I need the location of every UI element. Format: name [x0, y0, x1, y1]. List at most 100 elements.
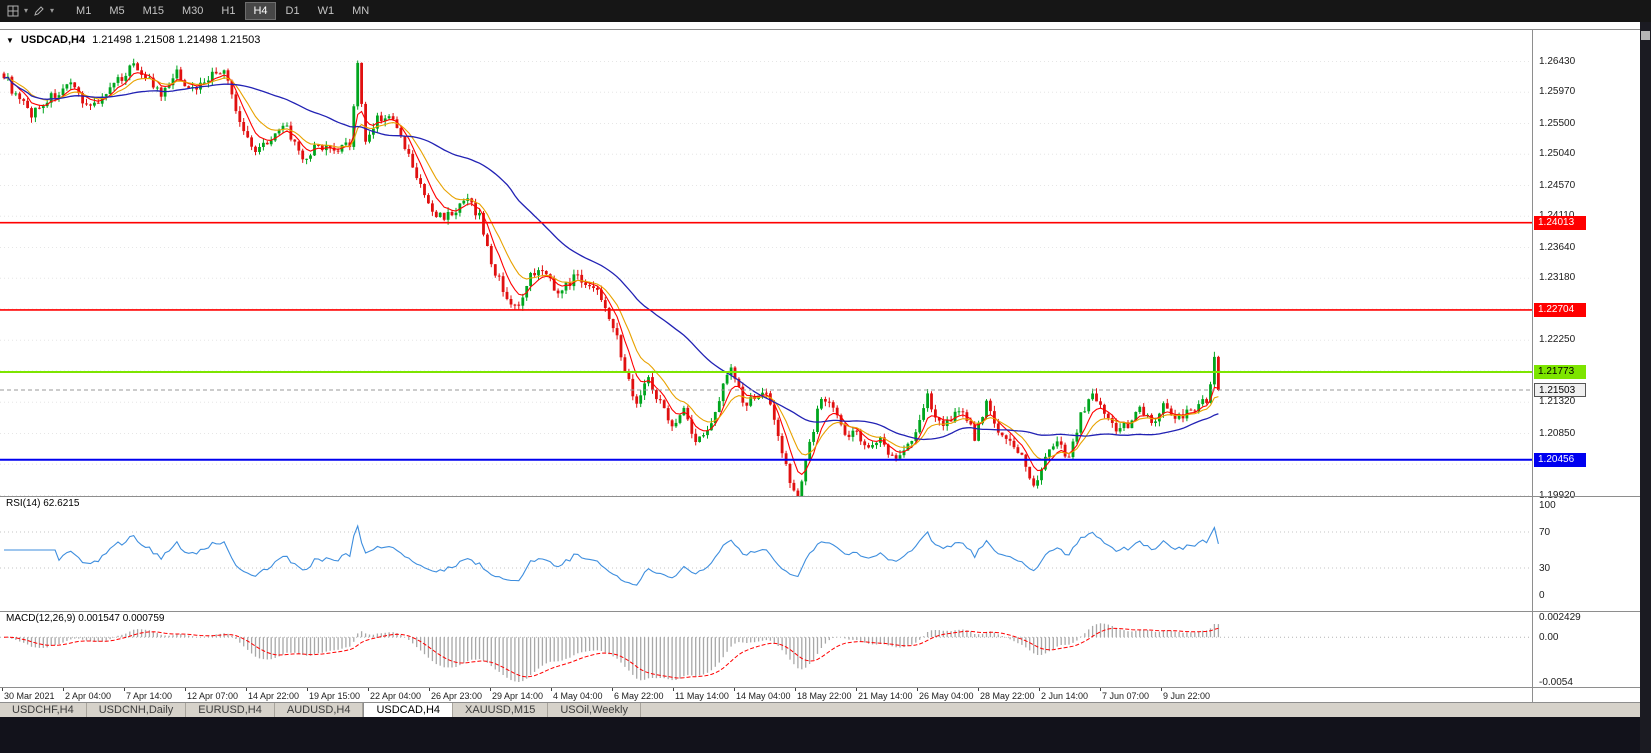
moving-averages-layer	[3, 72, 1219, 476]
chart-grid-icon[interactable]	[5, 3, 21, 19]
time-tick-label: 19 Apr 15:00	[309, 691, 361, 701]
horizontal-level-lines[interactable]	[0, 221, 1532, 461]
time-tick-label: 22 Apr 04:00	[370, 691, 422, 701]
time-tick-label: 9 Jun 22:00	[1163, 691, 1211, 701]
macd-tick-label: -0.0054	[1539, 676, 1573, 688]
time-tick-label: 14 May 04:00	[736, 691, 791, 701]
status-strip	[0, 717, 1651, 753]
timeframe-m5-button[interactable]: M5	[109, 5, 125, 17]
time-tick	[1039, 688, 1040, 691]
price-tick-label: 1.25500	[1539, 117, 1576, 129]
time-tick	[124, 688, 125, 691]
timeframe-w1-button[interactable]: W1	[317, 5, 335, 17]
tab-usdchf-h4[interactable]: USDCHF,H4	[0, 703, 87, 717]
macd-signal-line	[3, 627, 1219, 679]
tab-usdcad-h4[interactable]: USDCAD,H4	[363, 703, 454, 717]
chevron-down-icon[interactable]: ▾	[24, 6, 29, 15]
tab-xauusd-m15[interactable]: XAUUSD,M15	[453, 703, 549, 717]
scrollbar-thumb[interactable]	[1641, 31, 1650, 40]
timeframe-m30-button[interactable]: M30	[182, 5, 204, 17]
price-tick-label: 1.25970	[1539, 86, 1576, 98]
time-tick	[673, 688, 674, 691]
macd-histogram	[7, 623, 1220, 682]
time-tick-label: 30 Mar 2021	[4, 691, 55, 701]
rsi-tick-label: 30	[1539, 563, 1551, 574]
time-tick	[856, 688, 857, 691]
macd-tick-label: 0.002429	[1539, 612, 1581, 623]
panel-separator[interactable]	[0, 496, 1640, 497]
time-tick	[63, 688, 64, 691]
time-tick-label: 11 May 14:00	[675, 691, 729, 701]
time-tick-label: 7 Jun 07:00	[1102, 691, 1150, 701]
time-tick-label: 4 May 04:00	[553, 691, 603, 701]
chart-title: ▼ USDCAD,H4 1.21498 1.21508 1.21498 1.21…	[6, 34, 260, 46]
price-tick-label: 1.26430	[1539, 55, 1576, 67]
level-price-badge: 1.24013	[1534, 215, 1586, 230]
time-tick	[795, 688, 796, 691]
time-tick	[978, 688, 979, 691]
level-price-badge: 1.20456	[1534, 452, 1586, 467]
timeframe-toolbar: ▾ ▾ M1 M5 M15 M30 H1 H4 D1 W1 MN	[0, 0, 1651, 22]
price-tick-label: 1.23180	[1539, 272, 1576, 284]
price-tick-label: 1.21320	[1539, 396, 1576, 408]
time-tick-label: 2 Apr 04:00	[65, 691, 112, 701]
time-tick-label: 29 Apr 14:00	[492, 691, 544, 701]
time-tick-label: 2 Jun 14:00	[1041, 691, 1089, 701]
time-tick	[1100, 688, 1101, 691]
rsi-tick-label: 100	[1539, 500, 1556, 511]
current-price-badge: 1.21503	[1534, 383, 1586, 397]
rsi-panel[interactable]	[0, 497, 1532, 611]
time-tick-label: 12 Apr 07:00	[187, 691, 239, 701]
window-scrollbar[interactable]	[1640, 22, 1651, 753]
time-tick-label: 21 May 14:00	[858, 691, 913, 701]
price-scale[interactable]: 1.264301.259701.255001.250401.245701.241…	[1532, 30, 1640, 702]
time-tick-label: 18 May 22:00	[797, 691, 852, 701]
panel-separator[interactable]	[0, 611, 1640, 612]
timeframe-m15-button[interactable]: M15	[142, 5, 164, 17]
timeframe-h4-button[interactable]: H4	[245, 2, 276, 20]
rsi-indicator-label: RSI(14) 62.6215	[4, 498, 82, 509]
tab-usoil-weekly[interactable]: USOil,Weekly	[548, 703, 641, 717]
macd-panel[interactable]	[0, 612, 1532, 687]
time-tick	[734, 688, 735, 691]
chevron-down-icon[interactable]: ▾	[50, 6, 55, 15]
time-tick	[490, 688, 491, 691]
tab-audusd-h4[interactable]: AUDUSD,H4	[275, 703, 364, 717]
price-tick-label: 1.20850	[1539, 427, 1576, 439]
time-tick	[246, 688, 247, 691]
macd-indicator-label: MACD(12,26,9) 0.001547 0.000759	[4, 613, 167, 624]
time-tick	[2, 688, 3, 691]
panel-separator	[0, 687, 1640, 688]
rsi-tick-label: 0	[1539, 590, 1545, 601]
tab-usdcnh-daily[interactable]: USDCNH,Daily	[87, 703, 187, 717]
level-price-badge: 1.21773	[1534, 365, 1586, 379]
time-tick-label: 26 Apr 23:00	[431, 691, 483, 701]
timeframe-h1-button[interactable]: H1	[221, 5, 236, 17]
chart-symbol-period: USDCAD,H4	[20, 34, 86, 46]
time-tick-label: 7 Apr 14:00	[126, 691, 173, 701]
grid-lines	[0, 61, 1532, 496]
macd-tick-label: 0.00	[1539, 632, 1559, 644]
price-tick-label: 1.24570	[1539, 179, 1576, 191]
time-tick	[612, 688, 613, 691]
toolbar-icon-group: ▾ ▾	[5, 3, 54, 19]
price-tick-label: 1.25040	[1539, 148, 1576, 160]
draw-tool-icon[interactable]	[31, 3, 47, 19]
time-tick	[368, 688, 369, 691]
time-tick	[917, 688, 918, 691]
timeframe-buttons: M1 M5 M15 M30 H1 H4 D1 W1 MN	[68, 2, 379, 20]
price-tick-label: 1.23640	[1539, 241, 1576, 253]
time-tick-label: 6 May 22:00	[614, 691, 664, 701]
time-tick	[551, 688, 552, 691]
timeframe-mn-button[interactable]: MN	[352, 5, 370, 17]
timeframe-m1-button[interactable]: M1	[76, 5, 92, 17]
time-tick	[307, 688, 308, 691]
price-tick-label: 1.19920	[1539, 490, 1575, 502]
tab-eurusd-h4[interactable]: EURUSD,H4	[186, 703, 275, 717]
timeframe-d1-button[interactable]: D1	[285, 5, 300, 17]
collapse-window-icon[interactable]: ▼	[6, 35, 14, 45]
price-tick-label: 1.22250	[1539, 334, 1576, 346]
time-tick-label: 26 May 04:00	[919, 691, 974, 701]
time-axis[interactable]: 30 Mar 2021 2 Apr 04:00 7 Apr 14:00 12 Apr …	[0, 688, 1532, 702]
price-chart[interactable]	[0, 30, 1532, 496]
